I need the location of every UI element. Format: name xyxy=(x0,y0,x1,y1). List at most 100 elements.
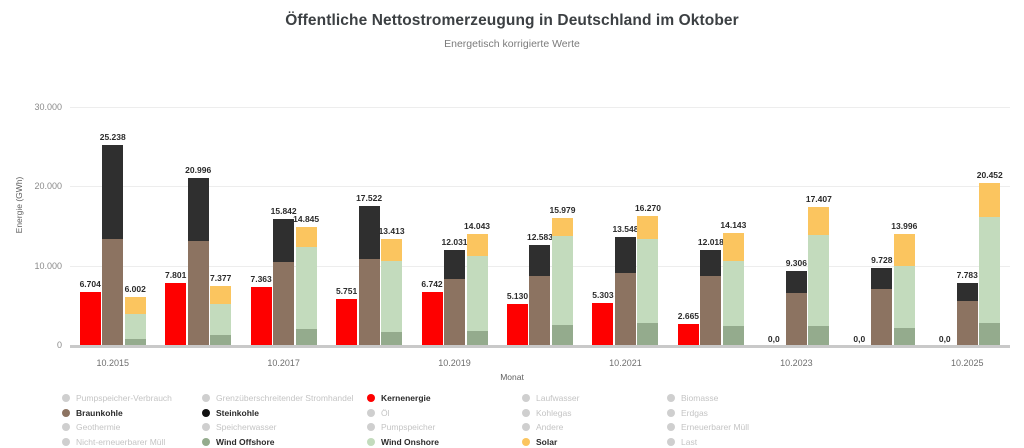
bar-segment[interactable] xyxy=(336,299,358,345)
legend-item[interactable]: Kohlegas xyxy=(522,407,667,420)
bar-segment[interactable] xyxy=(700,249,722,276)
bar-segment[interactable] xyxy=(295,246,317,330)
bar-segment[interactable] xyxy=(722,325,744,345)
bar-segment[interactable] xyxy=(210,303,232,335)
bar[interactable]: 20.996 xyxy=(185,165,211,345)
bar[interactable]: 16.270 xyxy=(635,203,661,345)
bar[interactable]: 14.143 xyxy=(720,220,746,345)
bar-segment[interactable] xyxy=(358,205,380,260)
bar[interactable]: 5.303 xyxy=(592,290,614,345)
bar-segment[interactable] xyxy=(529,245,551,276)
bar-segment[interactable] xyxy=(551,325,573,345)
bar[interactable]: 7.363 xyxy=(250,274,272,345)
bar-segment[interactable] xyxy=(466,233,488,257)
bar-segment[interactable] xyxy=(979,217,1001,323)
bar-segment[interactable] xyxy=(893,265,915,328)
bar-segment[interactable] xyxy=(381,260,403,332)
bar[interactable]: 20.452 xyxy=(977,170,1003,345)
bar-segment[interactable] xyxy=(677,323,699,345)
bar[interactable]: 5.130 xyxy=(506,291,528,345)
bar-segment[interactable] xyxy=(700,275,722,345)
bar-segment[interactable] xyxy=(893,233,915,266)
bar[interactable]: 12.583 xyxy=(527,232,553,345)
bar-segment[interactable] xyxy=(381,331,403,345)
bar-segment[interactable] xyxy=(529,275,551,345)
bar-segment[interactable] xyxy=(273,262,295,345)
bar-segment[interactable] xyxy=(187,178,209,242)
bar-segment[interactable] xyxy=(466,256,488,331)
bar-segment[interactable] xyxy=(295,227,317,247)
bar[interactable]: 13.996 xyxy=(891,221,917,345)
legend-item[interactable]: Biomasse xyxy=(667,392,817,405)
legend-item[interactable]: Erneuerbarer Müll xyxy=(667,421,817,434)
bar-segment[interactable] xyxy=(871,289,893,345)
bar[interactable]: 13.413 xyxy=(379,226,405,345)
legend-item[interactable]: Solar xyxy=(522,436,667,448)
bar-segment[interactable] xyxy=(165,283,187,345)
bar-segment[interactable] xyxy=(210,334,232,345)
legend-item[interactable]: Erdgas xyxy=(667,407,817,420)
bar-segment[interactable] xyxy=(637,239,659,323)
bar-segment[interactable] xyxy=(102,144,124,240)
legend-item[interactable]: Kernenergie xyxy=(367,392,522,405)
legend-item[interactable]: Pumpspeicher-Verbrauch xyxy=(62,392,202,405)
bar-segment[interactable] xyxy=(506,304,528,345)
bar-segment[interactable] xyxy=(124,339,146,345)
bar-segment[interactable] xyxy=(956,283,978,301)
legend-item[interactable]: Pumpspeicher xyxy=(367,421,522,434)
bar-segment[interactable] xyxy=(79,291,101,345)
bar-segment[interactable] xyxy=(444,249,466,280)
bar[interactable]: 13.548 xyxy=(612,224,638,345)
bar-segment[interactable] xyxy=(124,297,146,315)
bar[interactable]: 14.845 xyxy=(293,214,319,345)
bar-segment[interactable] xyxy=(421,291,443,345)
bar-segment[interactable] xyxy=(614,272,636,345)
legend-item[interactable]: Speicherwasser xyxy=(202,421,367,434)
bar-segment[interactable] xyxy=(637,322,659,345)
bar-segment[interactable] xyxy=(187,241,209,345)
bar[interactable]: 7.801 xyxy=(165,270,187,345)
bar-segment[interactable] xyxy=(614,237,636,273)
bar[interactable]: 6.704 xyxy=(79,279,101,345)
bar[interactable]: 17.407 xyxy=(806,194,832,345)
bar[interactable]: 5.751 xyxy=(336,286,358,345)
legend-item[interactable]: Braunkohle xyxy=(62,407,202,420)
bar-segment[interactable] xyxy=(722,232,744,261)
legend-item[interactable]: Grenzüberschreitender Stromhandel xyxy=(202,392,367,405)
bar-segment[interactable] xyxy=(808,206,830,235)
legend-item[interactable]: Öl xyxy=(367,407,522,420)
bar[interactable]: 15.979 xyxy=(549,205,575,345)
bar-segment[interactable] xyxy=(466,330,488,345)
bar-segment[interactable] xyxy=(979,322,1001,345)
bar[interactable]: 12.031 xyxy=(442,237,468,345)
bar-segment[interactable] xyxy=(722,260,744,326)
legend-item[interactable]: Laufwasser xyxy=(522,392,667,405)
bar-segment[interactable] xyxy=(250,286,272,345)
legend-item[interactable]: Last xyxy=(667,436,817,448)
legend-item[interactable]: Wind Offshore xyxy=(202,436,367,448)
bar-segment[interactable] xyxy=(893,327,915,345)
bar-segment[interactable] xyxy=(808,325,830,345)
bar[interactable]: 17.522 xyxy=(356,193,382,345)
legend-item[interactable]: Wind Onshore xyxy=(367,436,522,448)
bar-segment[interactable] xyxy=(551,236,573,326)
bar-segment[interactable] xyxy=(871,267,893,290)
bar[interactable]: 6.742 xyxy=(421,279,443,345)
bar-segment[interactable] xyxy=(979,182,1001,218)
bar[interactable]: 7.377 xyxy=(210,273,232,345)
bar-segment[interactable] xyxy=(273,219,295,263)
bar[interactable]: 2.665 xyxy=(677,311,699,345)
legend-item[interactable]: Andere xyxy=(522,421,667,434)
bar[interactable]: 9.728 xyxy=(871,255,893,345)
legend-item[interactable]: Nicht-erneuerbarer Müll xyxy=(62,436,202,448)
bar-segment[interactable] xyxy=(637,215,659,240)
bar[interactable]: 12.018 xyxy=(698,237,724,345)
bar[interactable]: 25.238 xyxy=(100,132,126,345)
bar-segment[interactable] xyxy=(808,234,830,326)
bar-segment[interactable] xyxy=(210,286,232,304)
bar[interactable]: 15.842 xyxy=(271,206,297,345)
bar[interactable]: 9.306 xyxy=(785,258,807,345)
bar[interactable]: 7.783 xyxy=(956,270,978,345)
bar[interactable]: 6.002 xyxy=(124,284,146,345)
bar-segment[interactable] xyxy=(785,271,807,293)
